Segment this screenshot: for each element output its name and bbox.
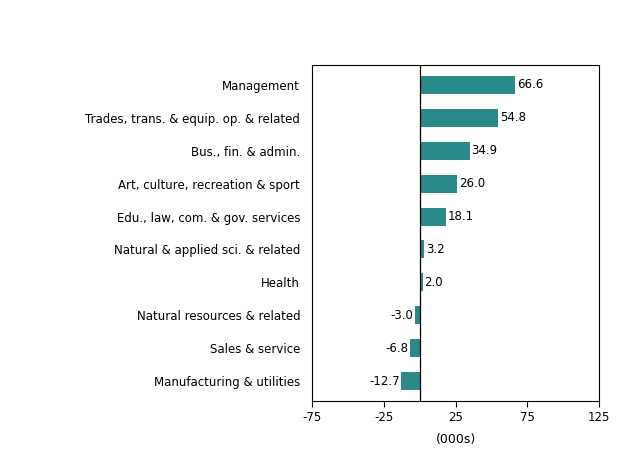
Bar	[416, 306, 419, 324]
Text: 66.6: 66.6	[517, 78, 544, 91]
Text: 26.0: 26.0	[459, 177, 485, 190]
Text: 54.8: 54.8	[500, 111, 526, 124]
Text: -3.0: -3.0	[391, 309, 414, 322]
Bar	[419, 109, 499, 127]
Bar	[419, 207, 446, 226]
Bar	[419, 142, 470, 160]
Text: 18.1: 18.1	[447, 210, 474, 223]
Text: 2.0: 2.0	[424, 276, 443, 289]
Bar	[419, 273, 422, 291]
Text: 34.9: 34.9	[472, 144, 497, 157]
Text: -6.8: -6.8	[385, 342, 408, 355]
Bar	[410, 339, 419, 357]
X-axis label: (000s): (000s)	[436, 432, 475, 445]
Bar	[419, 76, 515, 94]
Text: 3.2: 3.2	[426, 243, 444, 256]
Bar	[401, 372, 419, 390]
Text: -12.7: -12.7	[369, 375, 400, 388]
Bar	[419, 175, 457, 193]
Bar	[419, 240, 424, 259]
